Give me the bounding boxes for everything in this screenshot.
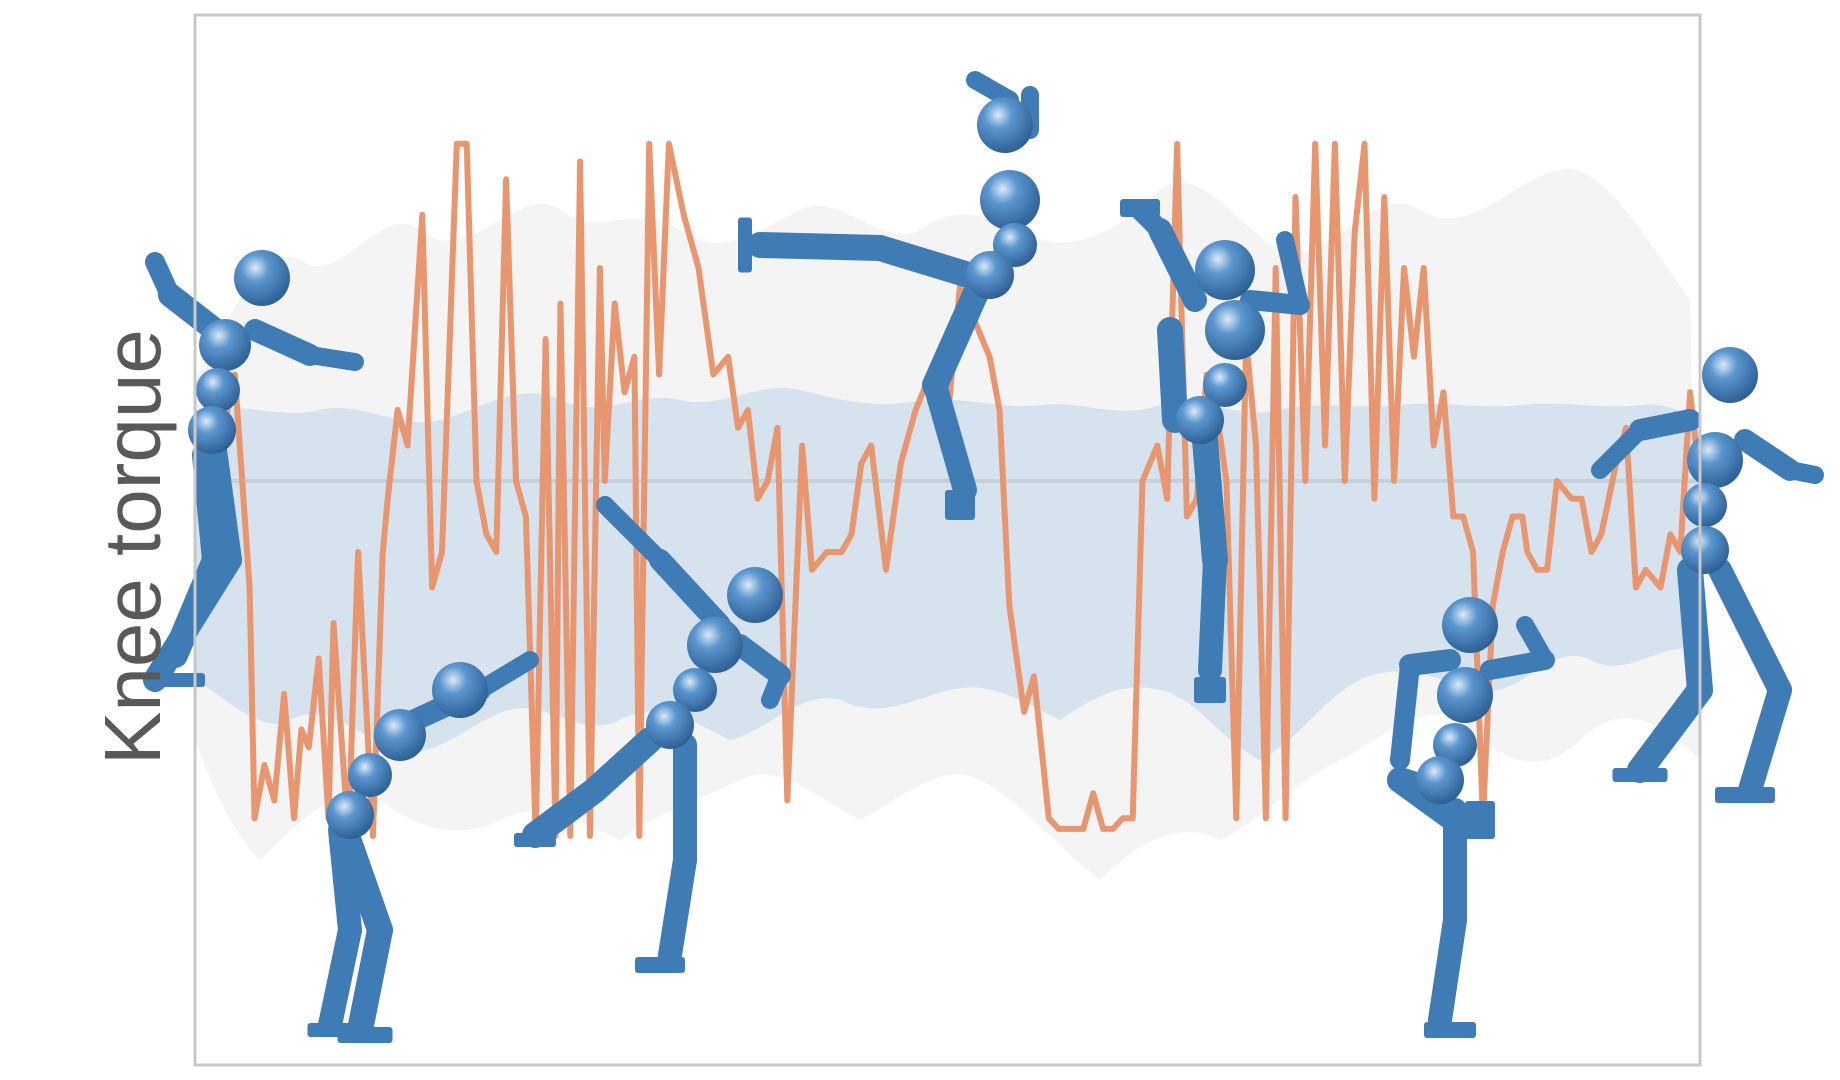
figure-foot (1120, 199, 1160, 217)
figure-foot (514, 833, 556, 847)
figure-foot (1715, 787, 1775, 803)
figure-foot (1465, 801, 1495, 839)
figure-limb (966, 71, 1019, 109)
figure-foot (738, 217, 752, 273)
figure-head (234, 250, 290, 306)
figure-limb (1157, 317, 1188, 433)
stick-figure-1 (143, 250, 364, 692)
figure-limb (1734, 429, 1801, 481)
figure-limb (649, 549, 731, 636)
figure-body-segment (1437, 667, 1493, 723)
plot-frame (193, 13, 1702, 1067)
figure-body-segment (966, 251, 1014, 299)
figure-body-segment (1433, 723, 1477, 767)
figure-foot (1424, 1022, 1476, 1038)
figure-body-segment (646, 701, 694, 749)
figure-limb (522, 777, 608, 848)
figure-body-segment (980, 170, 1040, 230)
figure-limb (145, 252, 180, 305)
figure-foot (635, 957, 685, 973)
figure-limb (1708, 558, 1792, 702)
figure-head (1442, 597, 1498, 653)
stick-figure-poses (143, 71, 1824, 1043)
figure-limb (471, 651, 539, 699)
figure-limb (922, 282, 988, 398)
figure-head (1702, 347, 1758, 403)
figure-foot (307, 1023, 353, 1037)
figure-limb (1276, 231, 1309, 314)
figure-head (1195, 240, 1255, 300)
figure-limb (923, 373, 977, 502)
figure-limb (658, 848, 697, 967)
figure-body-segment (1205, 300, 1265, 360)
figure-limb (1738, 678, 1792, 802)
figure-foot (1194, 677, 1226, 703)
figure-limb (1627, 677, 1713, 783)
stick-figure-5 (1120, 199, 1310, 703)
figure-limb (1781, 461, 1824, 484)
stick-figure-6 (1387, 597, 1555, 1038)
figure-body-segment (199, 319, 251, 371)
figure-limb (1428, 908, 1467, 1032)
stick-figure-7 (1591, 347, 1824, 803)
figure-limb (1516, 616, 1554, 669)
stick-figure-3 (514, 496, 791, 973)
figure-body-segment (188, 406, 236, 454)
figure-limb (301, 346, 364, 371)
figure-body-segment (1681, 526, 1729, 574)
figure-limb (761, 666, 789, 709)
figure-limb (328, 818, 362, 942)
figure-limb (1148, 218, 1207, 312)
figure-limb (1677, 557, 1713, 703)
figure-limb (318, 918, 362, 1037)
figure-head (727, 567, 783, 623)
figure-body-segment (348, 753, 392, 797)
figure-limb (347, 917, 393, 1043)
figure-limb (596, 496, 669, 569)
stick-figure-4 (738, 71, 1040, 520)
figure-head (977, 97, 1033, 153)
figure-limb (203, 438, 242, 572)
figure-body-segment (1203, 363, 1247, 407)
figure-body-segment (196, 368, 240, 412)
figure-limb (244, 319, 321, 366)
figure-limb (747, 232, 893, 261)
figure-body-segment (1176, 396, 1224, 444)
figure-body-segment (374, 709, 426, 761)
figure-limb (1390, 655, 1420, 770)
figure-head (432, 662, 488, 718)
figure-body-segment (1683, 483, 1727, 527)
figure-body-segment (326, 791, 374, 839)
figure-limb (1591, 421, 1649, 479)
stick-figure-2 (307, 651, 539, 1043)
figure-limb (1192, 427, 1228, 573)
figure-limb (1198, 548, 1227, 682)
figure-limb (143, 548, 242, 692)
figure-body-segment (1416, 756, 1464, 804)
figure-body-segment (673, 668, 717, 712)
figure-foot (145, 673, 205, 687)
figure-body-segment (1687, 432, 1743, 488)
figure-body-segment (687, 617, 743, 673)
y-axis-label: Knee torque (88, 329, 177, 765)
figure-foot (945, 490, 975, 520)
figure-foot (1612, 768, 1668, 782)
